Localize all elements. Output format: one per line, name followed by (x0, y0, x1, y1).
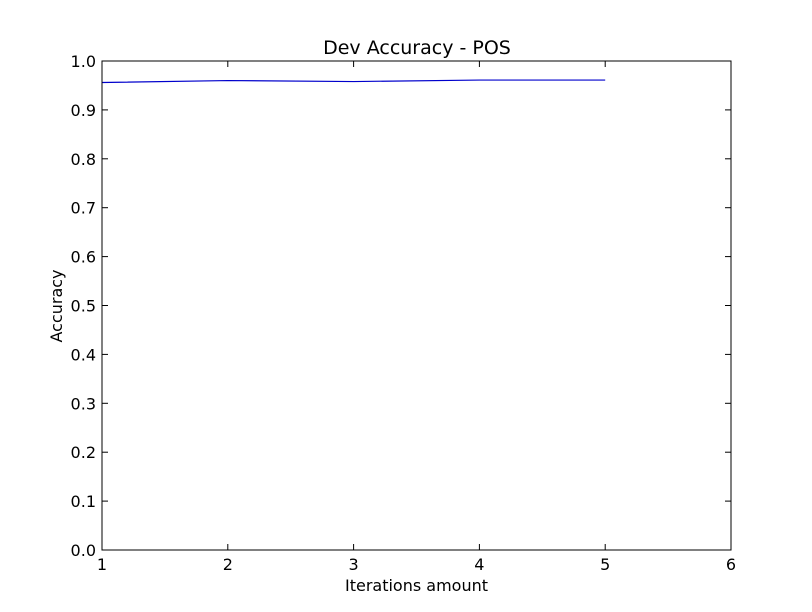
x-tick-label: 3 (349, 555, 359, 574)
y-tick-label: 0.2 (71, 443, 96, 462)
y-tick-label: 0.8 (71, 150, 96, 169)
y-tick-label: 0.1 (71, 492, 96, 511)
y-tick-label: 0.3 (71, 394, 96, 413)
x-tick-label: 2 (223, 555, 233, 574)
y-axis-label: Accuracy (47, 269, 66, 342)
x-tick-label: 1 (97, 555, 107, 574)
y-tick-label: 0.7 (71, 199, 96, 218)
x-axis-label: Iterations amount (345, 576, 488, 595)
series-lines (101, 79, 606, 84)
chart-title: Dev Accuracy - POS (323, 37, 511, 59)
y-tick-label: 1.0 (71, 52, 96, 71)
plot-frame (101, 60, 732, 551)
ticks: 1 2 3 4 5 6 0.0 0.1 0.2 0.3 0.4 0.5 0.6 0.7 0.8 0.9 1.0 (71, 52, 737, 574)
y-tick-label: 0.5 (71, 297, 96, 316)
x-tick-label: 6 (726, 555, 736, 574)
x-tick-label: 4 (474, 555, 484, 574)
y-tick-label: 0.4 (71, 345, 96, 364)
y-tick-label: 0.0 (71, 541, 96, 560)
y-tick-label: 0.6 (71, 248, 96, 267)
y-tick-label: 0.9 (71, 101, 96, 120)
x-tick-label: 5 (600, 555, 610, 574)
series-line (101, 79, 606, 84)
